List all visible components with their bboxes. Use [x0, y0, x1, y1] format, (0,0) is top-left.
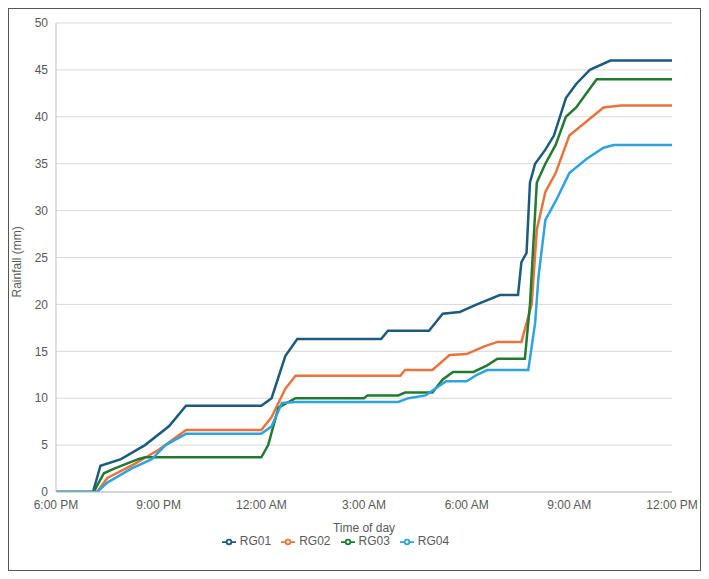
svg-text:15: 15 — [35, 345, 49, 359]
svg-text:25: 25 — [35, 251, 49, 265]
svg-text:3:00 AM: 3:00 AM — [342, 498, 386, 512]
svg-text:12:00 AM: 12:00 AM — [236, 498, 287, 512]
svg-text:6:00 AM: 6:00 AM — [445, 498, 489, 512]
svg-text:50: 50 — [35, 16, 49, 30]
svg-text:40: 40 — [35, 110, 49, 124]
svg-text:12:00 PM: 12:00 PM — [646, 498, 697, 512]
html-text:RG04: RG04 — [417, 534, 450, 548]
svg-text:Time of day: Time of day — [333, 521, 395, 535]
svg-text:35: 35 — [35, 157, 49, 171]
svg-text:45: 45 — [35, 63, 49, 77]
html-text:RG03: RG03 — [358, 534, 390, 548]
svg-text:20: 20 — [35, 298, 49, 312]
svg-text:10: 10 — [35, 391, 49, 405]
svg-text:9:00 AM: 9:00 AM — [547, 498, 591, 512]
svg-text:6:00 PM: 6:00 PM — [34, 498, 79, 512]
html-text:RG02: RG02 — [299, 534, 331, 548]
svg-text:5: 5 — [41, 438, 48, 452]
svg-text:9:00 PM: 9:00 PM — [136, 498, 181, 512]
svg-text:0: 0 — [41, 485, 48, 499]
html-text:RG01: RG01 — [239, 534, 272, 548]
svg-text:30: 30 — [35, 204, 49, 218]
svg-text:Rainfall (mm): Rainfall (mm) — [10, 226, 24, 297]
